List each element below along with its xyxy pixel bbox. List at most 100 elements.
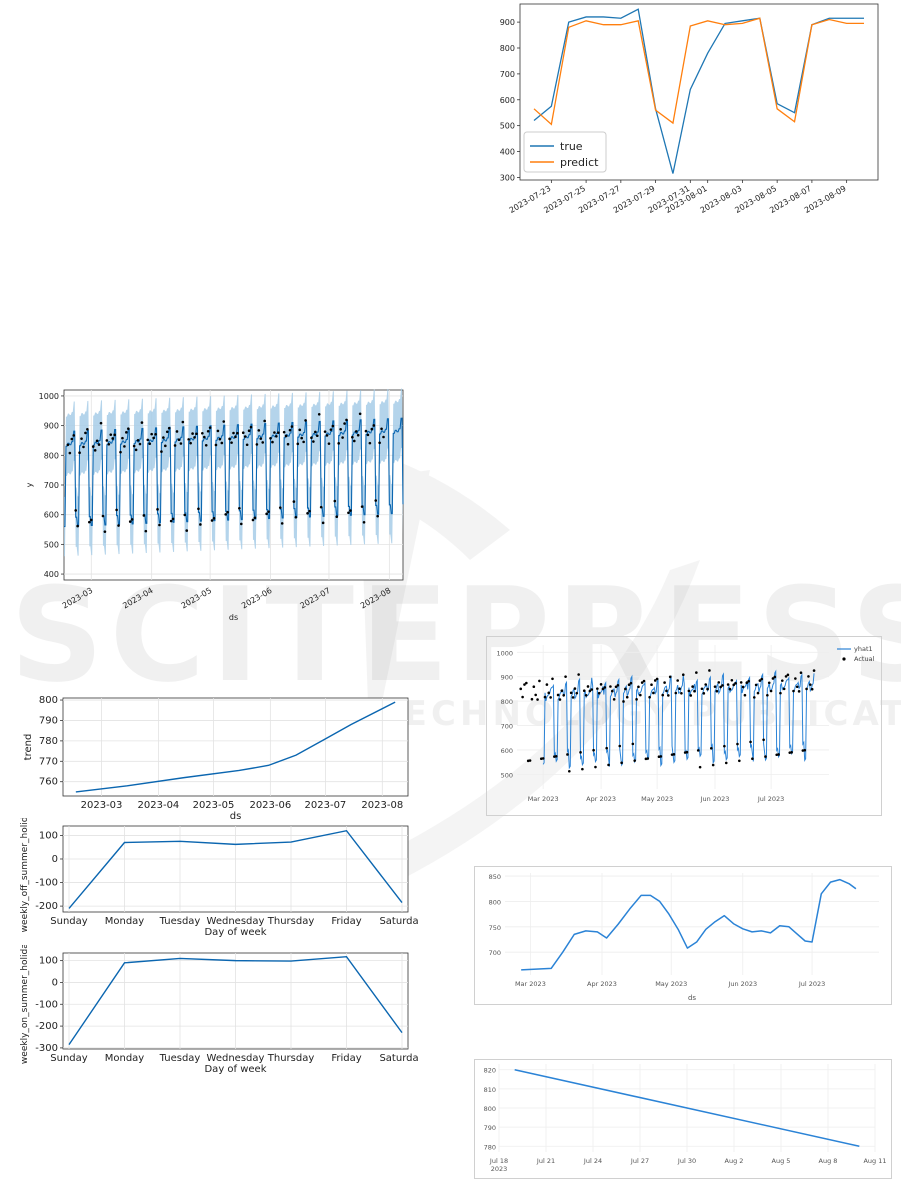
actual-point bbox=[152, 436, 155, 440]
actual-point bbox=[312, 440, 315, 443]
actual-point bbox=[805, 687, 808, 691]
x-tick-label: Jul 18 bbox=[489, 1157, 508, 1165]
x-tick-label: Jun 2023 bbox=[727, 980, 757, 988]
actual-point bbox=[571, 696, 575, 699]
actual-point bbox=[269, 436, 272, 440]
actual-point bbox=[84, 431, 87, 435]
actual-point bbox=[596, 687, 599, 690]
actual-point bbox=[257, 429, 261, 432]
y-tick-label: 790 bbox=[39, 715, 58, 726]
x-tick-label: Sunday bbox=[50, 916, 87, 927]
actual-point bbox=[325, 434, 329, 437]
trend-chart: 760 770 780 790 800 2023-03 2023-04 2023-05 2023… bbox=[23, 695, 409, 822]
actual-point bbox=[741, 685, 745, 689]
actual-point bbox=[551, 677, 554, 681]
actual-point bbox=[175, 430, 179, 433]
actual-point bbox=[779, 691, 782, 695]
actual-point bbox=[691, 685, 694, 688]
actual-point bbox=[111, 437, 115, 440]
actual-point bbox=[803, 748, 807, 752]
x-tick-label: Thursday bbox=[267, 916, 315, 927]
actual-point bbox=[637, 685, 640, 689]
plot-frame bbox=[519, 3, 879, 181]
actual-point bbox=[751, 757, 754, 760]
actual-point bbox=[620, 761, 623, 765]
y-tick-label: -100 bbox=[35, 878, 58, 889]
actual-point bbox=[70, 437, 74, 441]
actual-point bbox=[218, 437, 222, 441]
actual-point bbox=[590, 688, 594, 691]
actual-point bbox=[562, 693, 566, 697]
x-axis-label: ds bbox=[688, 994, 696, 1002]
actual-point bbox=[113, 433, 116, 437]
x-axis-label: Day of week bbox=[204, 927, 266, 938]
actual-point bbox=[319, 505, 323, 509]
actual-point bbox=[711, 763, 715, 767]
actual-point bbox=[158, 523, 161, 527]
actual-point bbox=[358, 412, 362, 416]
y-tick-label: 100 bbox=[39, 830, 58, 841]
actual-point bbox=[95, 439, 99, 443]
x-tick-label: Aug 8 bbox=[819, 1157, 838, 1165]
x-tick-label: Saturday bbox=[379, 916, 418, 927]
yhat-actual-chart: 500 600 700 800 900 1000 Mar 2023 Apr 2023 May 2… bbox=[496, 645, 875, 803]
actual-point bbox=[769, 689, 773, 693]
actual-point bbox=[573, 687, 577, 690]
actual-point bbox=[123, 445, 126, 448]
actual-point bbox=[719, 685, 722, 689]
actual-point bbox=[734, 682, 737, 685]
actual-point bbox=[128, 520, 132, 523]
actual-point bbox=[181, 420, 185, 424]
actual-point bbox=[247, 429, 251, 433]
actual-point bbox=[663, 681, 666, 684]
weekly-off-chart: -200 -100 0 100 Sunday Monday Tuesday Wednesday… bbox=[20, 805, 425, 938]
actual-point bbox=[187, 438, 190, 441]
actual-point bbox=[193, 436, 196, 439]
actual-point bbox=[189, 441, 192, 445]
actual-point bbox=[767, 681, 771, 685]
actual-point bbox=[286, 442, 290, 446]
actual-point bbox=[689, 694, 693, 697]
actual-point bbox=[239, 522, 243, 526]
x-tick-label: Friday bbox=[331, 1053, 361, 1064]
actual-point bbox=[732, 683, 736, 687]
actual-point bbox=[678, 687, 681, 691]
actual-point bbox=[661, 693, 665, 697]
legend-label-yhat1: yhat1 bbox=[854, 645, 873, 653]
actual-point bbox=[739, 681, 743, 684]
y-tick-label: -200 bbox=[35, 1021, 58, 1032]
x-tick-label: Sunday bbox=[50, 1053, 87, 1064]
actual-point bbox=[786, 673, 790, 677]
y-tick-label: 800 bbox=[39, 695, 58, 706]
actual-point bbox=[709, 746, 713, 750]
actual-point bbox=[101, 514, 105, 518]
y-tick-label: 820 bbox=[484, 1067, 496, 1075]
actual-point bbox=[569, 691, 573, 695]
trend-future-chart-panel: 780 790 800 810 820 Jul 18 2023 Jul 21 Jul 24 Jul… bbox=[474, 1059, 892, 1179]
actual-point bbox=[568, 769, 571, 773]
actual-point bbox=[302, 440, 305, 444]
actual-point bbox=[288, 428, 292, 432]
actual-point bbox=[625, 695, 629, 699]
actual-point bbox=[347, 511, 350, 515]
actual-point bbox=[339, 427, 342, 431]
actual-point bbox=[736, 742, 739, 746]
actual-point bbox=[584, 694, 588, 697]
actual-point bbox=[581, 767, 584, 771]
actual-point bbox=[696, 749, 700, 752]
actual-point bbox=[704, 683, 707, 686]
actual-point bbox=[171, 517, 175, 521]
actual-point bbox=[66, 443, 70, 447]
actual-point bbox=[107, 442, 111, 446]
y-tick-label: 900 bbox=[500, 18, 515, 27]
weekly-line bbox=[68, 829, 403, 909]
y-tick-label: 600 bbox=[501, 747, 513, 755]
trend-line bbox=[514, 1069, 860, 1147]
trend-neural-chart: 700 750 800 850 Mar 2023 Apr 2023 May 2023 Jun … bbox=[489, 873, 879, 1002]
y-tick-label: 850 bbox=[489, 873, 501, 881]
actual-point bbox=[795, 685, 799, 689]
actual-point bbox=[204, 443, 208, 447]
actual-point bbox=[558, 698, 562, 701]
actual-point bbox=[760, 677, 764, 681]
